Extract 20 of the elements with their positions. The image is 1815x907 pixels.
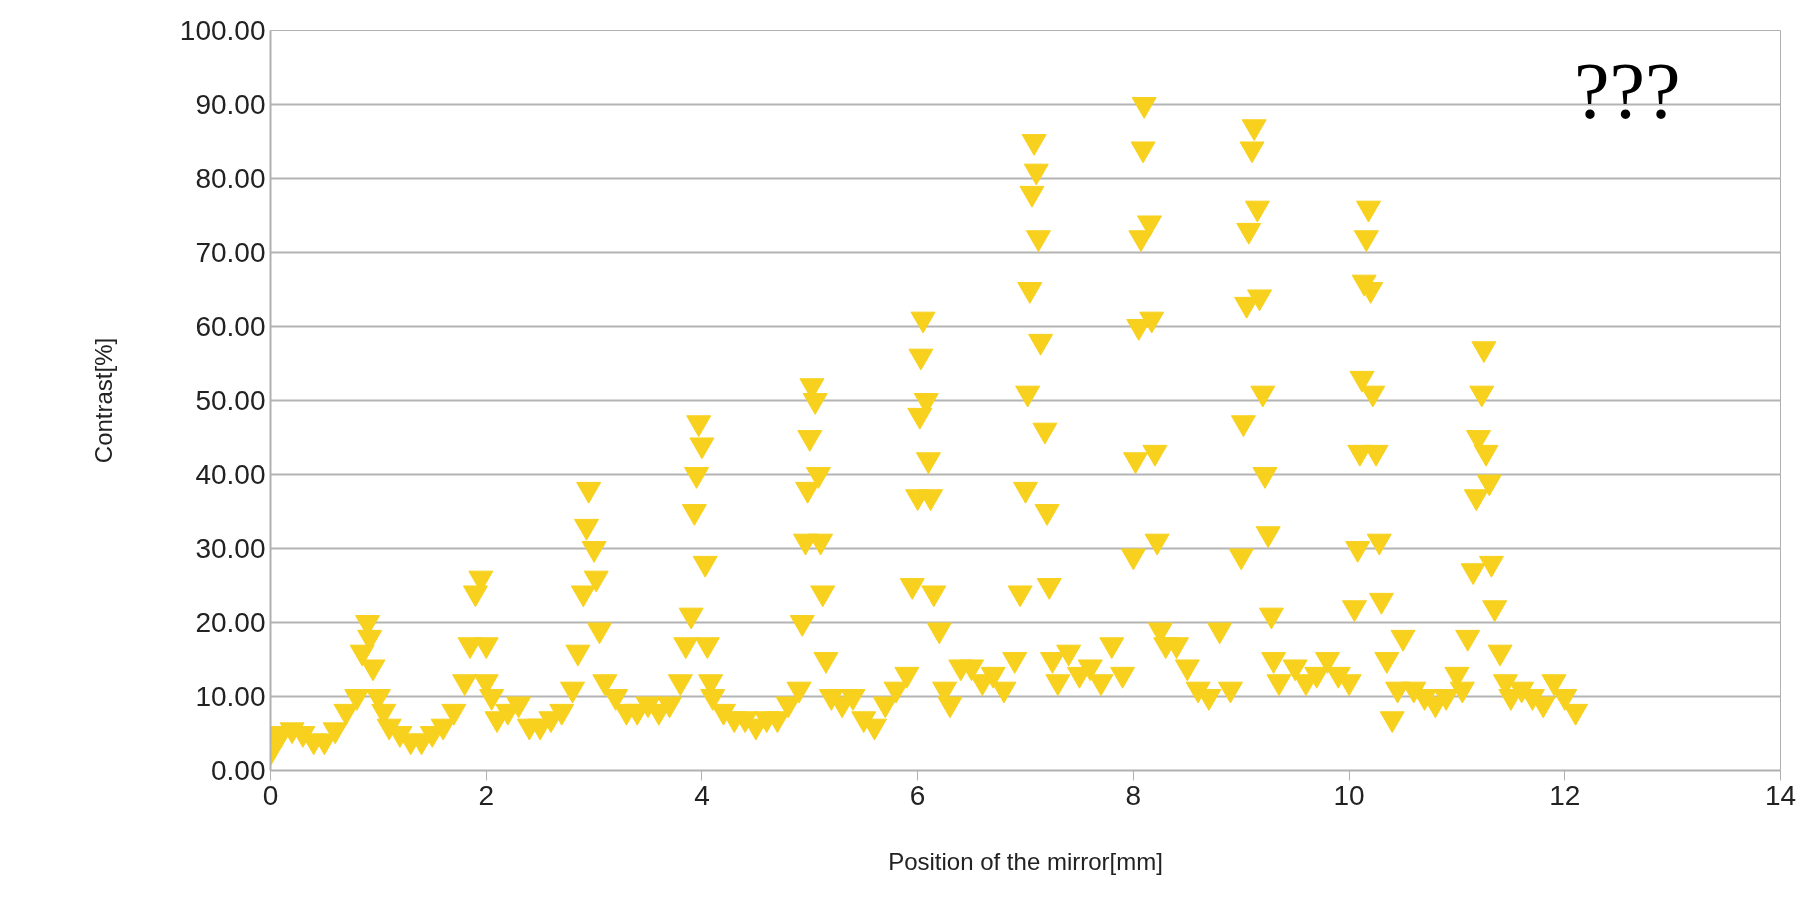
x-axis-title: Position of the mirror[mm]	[888, 847, 1163, 875]
x-tick-label: 2	[478, 779, 495, 811]
y-tick-label: 10.00	[195, 681, 266, 712]
y-tick-label: 100.00	[179, 15, 266, 46]
y-tick-label: 20.00	[195, 607, 266, 638]
x-tick-label: 10	[1333, 779, 1365, 811]
x-tick-label: 4	[694, 779, 710, 811]
y-tick-label: 30.00	[195, 533, 266, 564]
x-tick-label: 14	[1764, 779, 1797, 811]
y-tick-label: 70.00	[195, 237, 266, 268]
y-tick-label: 80.00	[195, 163, 266, 194]
y-tick-label: 90.00	[195, 89, 266, 120]
y-tick-label: 40.00	[195, 459, 266, 490]
y-axis-title: Contrast[%]	[89, 337, 117, 464]
x-tick-label: 6	[909, 779, 926, 811]
x-tick-label: 8	[1125, 779, 1142, 811]
y-tick-label: 60.00	[195, 311, 266, 342]
x-tick-label: 12	[1549, 779, 1581, 811]
y-tick-label: 50.00	[195, 385, 266, 416]
annotation: ???	[1573, 46, 1681, 135]
